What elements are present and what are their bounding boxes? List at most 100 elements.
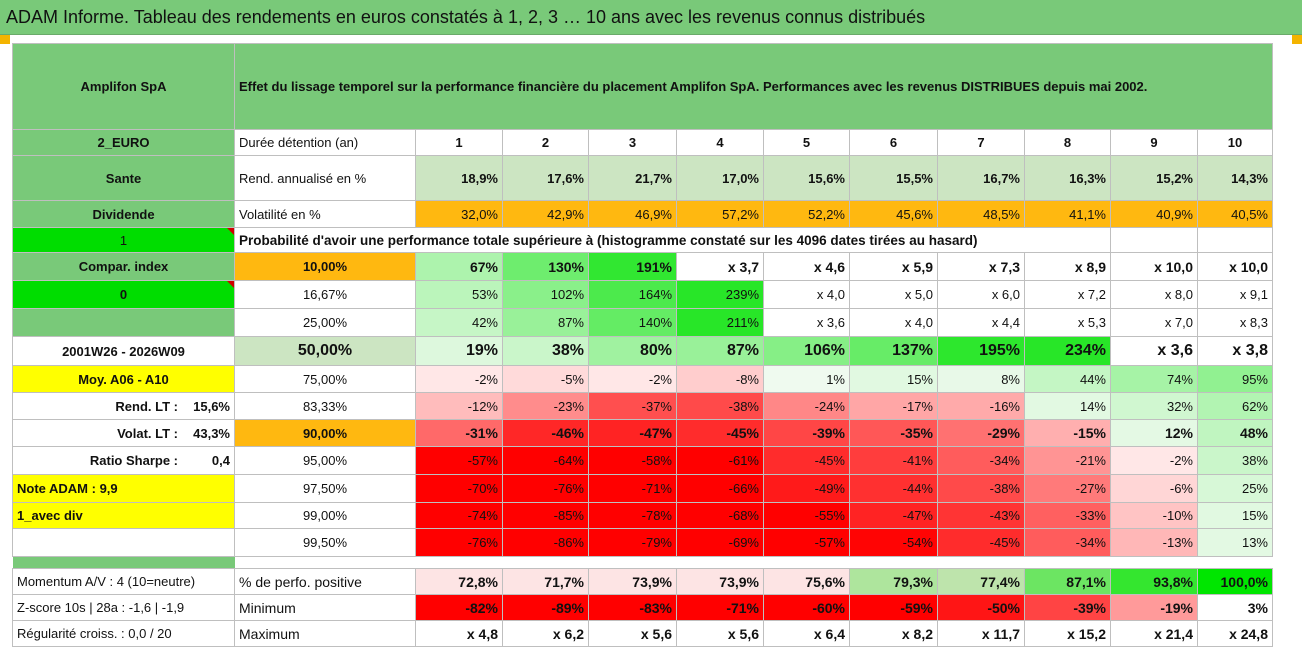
probability-value: 195% (937, 336, 1025, 366)
stat-value: x 6,2 (502, 620, 589, 647)
probability-value: -79% (588, 528, 677, 557)
table-description: Effet du lissage temporel sur la perform… (234, 43, 1273, 130)
probability-value: -10% (1110, 502, 1198, 529)
stat-value: -82% (415, 594, 503, 621)
probability-value: -31% (415, 419, 503, 447)
ticker-label: 2_EURO (12, 129, 235, 156)
probability-value: x 4,4 (937, 308, 1025, 337)
probability-header-row: 1 Probabilité d'avoir une performance to… (12, 227, 1273, 253)
probability-value: 67% (415, 252, 503, 281)
rend-lt-label: Rend. LT : (115, 398, 178, 414)
annual-return-7: 16,7% (937, 155, 1025, 201)
probability-value: x 6,0 (937, 280, 1025, 309)
probability-value: -76% (502, 474, 589, 503)
probability-value: -12% (415, 392, 503, 420)
probability-value: 87% (502, 308, 589, 337)
annual-return-6: 15,5% (849, 155, 938, 201)
volatility-1: 32,0% (415, 200, 503, 228)
probability-value: 13% (1197, 528, 1273, 557)
probability-value: x 7,2 (1024, 280, 1111, 309)
probability-value: -34% (1024, 528, 1111, 557)
probability-value: -44% (849, 474, 938, 503)
empty-left-cell (12, 308, 235, 337)
probability-value: -68% (676, 502, 764, 529)
probability-value: -71% (588, 474, 677, 503)
probability-threshold: 99,00% (234, 502, 416, 529)
dividend-value: 1 (12, 227, 235, 253)
probability-row: Note ADAM : 9,9 97,50% -70% -76% -71% -66% -49… (12, 474, 1273, 503)
probability-value: -21% (1024, 446, 1111, 475)
annual-return-5: 15,6% (763, 155, 850, 201)
probability-value: -54% (849, 528, 938, 557)
probability-value: 15% (1197, 502, 1273, 529)
probability-value: 42% (415, 308, 503, 337)
probability-value: 137% (849, 336, 938, 366)
probability-value: 87% (676, 336, 764, 366)
duration-label: Durée détention (an) (234, 129, 416, 156)
positive-perf-row: Momentum A/V : 4 (10=neutre)% de perfo. … (12, 568, 1273, 595)
annual-return-10: 14,3% (1197, 155, 1273, 201)
annual-return-row: Sante Rend. annualisé en % 18,9% 17,6% 2… (12, 155, 1273, 201)
duration-1: 1 (415, 129, 503, 156)
duration-10: 10 (1197, 129, 1273, 156)
stat-value: -59% (849, 594, 938, 621)
stat-value: x 24,8 (1197, 620, 1273, 647)
volatility-2: 42,9% (502, 200, 589, 228)
probability-value: -46% (502, 419, 589, 447)
probability-value: -27% (1024, 474, 1111, 503)
duration-7: 7 (937, 129, 1025, 156)
probability-value: 38% (502, 336, 589, 366)
stat-value: 72,8% (415, 568, 503, 595)
probability-value: x 3,6 (1110, 336, 1198, 366)
probability-value: -29% (937, 419, 1025, 447)
volat-lt: Volat. LT : 43,3% (12, 419, 235, 447)
probability-value: -16% (937, 392, 1025, 420)
period-label: 2001W26 - 2026W09 (12, 336, 235, 366)
probability-row: Rend. LT : 15,6% 83,33% -12% -23% -37% -38% -24… (12, 392, 1273, 420)
probability-value: -45% (937, 528, 1025, 557)
rend-lt: Rend. LT : 15,6% (12, 392, 235, 420)
probability-value: -45% (676, 419, 764, 447)
duration-2: 2 (502, 129, 589, 156)
probability-value: 53% (415, 280, 503, 309)
probability-value: x 10,0 (1197, 252, 1273, 281)
probability-value: x 4,0 (849, 308, 938, 337)
duration-9: 9 (1110, 129, 1198, 156)
probability-value: 44% (1024, 365, 1111, 393)
probability-value: -2% (415, 365, 503, 393)
probability-value: 234% (1024, 336, 1111, 366)
annual-return-3: 21,7% (588, 155, 677, 201)
probability-value: -57% (763, 528, 850, 557)
volatility-7: 48,5% (937, 200, 1025, 228)
stat-value: 100,0% (1197, 568, 1273, 595)
moy-label: Moy. A06 - A10 (12, 365, 235, 393)
stat-value: 73,9% (588, 568, 677, 595)
avec-div-label: 1_avec div (12, 502, 235, 529)
volatility-5: 52,2% (763, 200, 850, 228)
volatility-8: 41,1% (1024, 200, 1111, 228)
probability-value: 25% (1197, 474, 1273, 503)
probability-value: 38% (1197, 446, 1273, 475)
note-adam: Note ADAM : 9,9 (12, 474, 235, 503)
compar-index-value: 0 (12, 280, 235, 309)
probability-threshold: 95,00% (234, 446, 416, 475)
probability-value: 211% (676, 308, 764, 337)
stat-label: % de perfo. positive (234, 568, 416, 595)
stat-value: -19% (1110, 594, 1198, 621)
probability-value: -39% (763, 419, 850, 447)
probability-value: -66% (676, 474, 764, 503)
probability-row: Compar. index 10,00% 67% 130% 191% x 3,7 x 4,6… (12, 252, 1273, 281)
probability-value: 32% (1110, 392, 1198, 420)
probability-value: -43% (937, 502, 1025, 529)
probability-value: -49% (763, 474, 850, 503)
separator-cell (12, 556, 235, 569)
probability-value: 48% (1197, 419, 1273, 447)
stat-left-label: Régularité croiss. : 0,0 / 20 (12, 620, 235, 647)
stat-value: -89% (502, 594, 589, 621)
stat-value: x 6,4 (763, 620, 850, 647)
stat-value: -83% (588, 594, 677, 621)
probability-value: -85% (502, 502, 589, 529)
probability-threshold: 16,67% (234, 280, 416, 309)
probability-value: -35% (849, 419, 938, 447)
stat-value: x 21,4 (1110, 620, 1198, 647)
